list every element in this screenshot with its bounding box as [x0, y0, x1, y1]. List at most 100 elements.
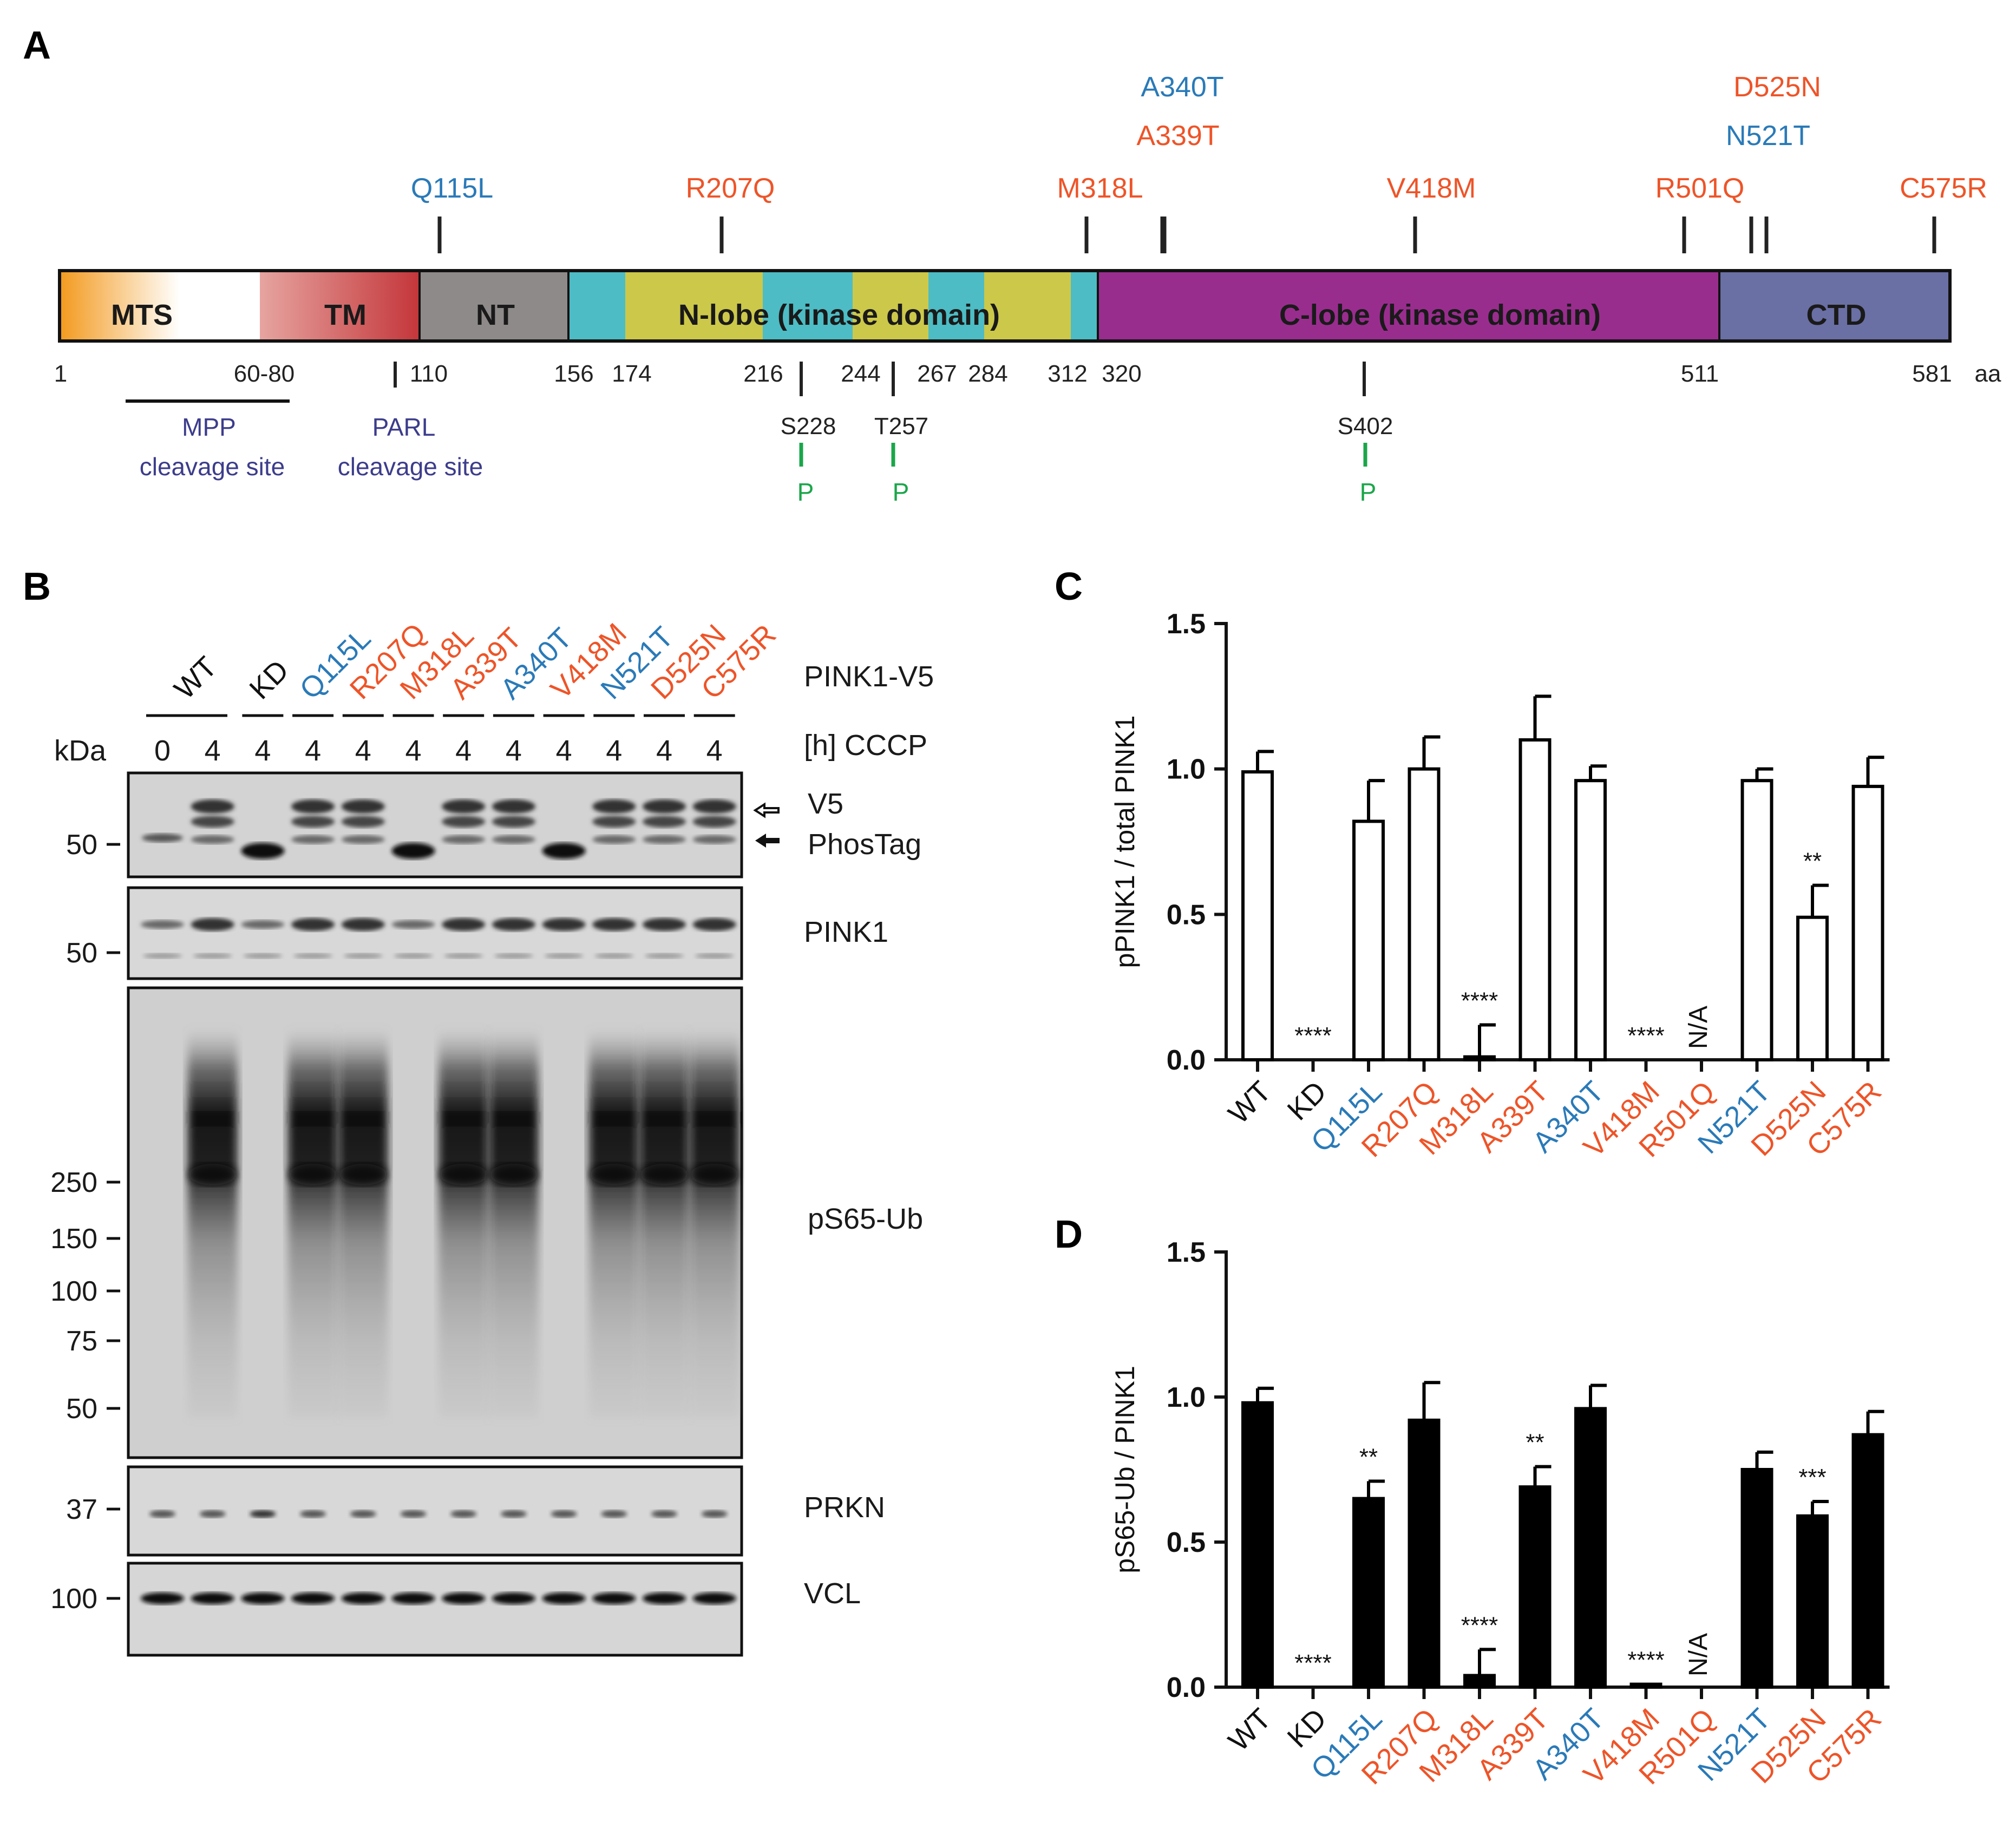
- blot-band-v5: [492, 835, 535, 844]
- significance-stars: ****: [1461, 1612, 1498, 1638]
- blot-band-v5: [542, 843, 586, 859]
- strip-label-phostag: PhosTag: [808, 828, 921, 861]
- blot-band-pink1: [391, 920, 435, 929]
- strip-label-prkn: PRKN: [804, 1491, 885, 1524]
- position-label: 511: [1681, 360, 1719, 387]
- blot-smear-ps65-ub: [187, 1028, 238, 1418]
- western-blot: WT KDQ115LR207QM318LA339TA340TV418MN521TD…: [50, 617, 934, 1657]
- domain-map: MTS TM NT N-lobe (kinase domain) C-lobe …: [54, 71, 2001, 506]
- domain-label-n-lobe: N-lobe (kinase domain): [678, 299, 1000, 331]
- blot-band-pink1: [291, 918, 335, 931]
- blot-band-ps65-ub: [690, 1164, 738, 1185]
- blot-band-vcl: [241, 1592, 285, 1604]
- blot-band-vcl: [141, 1592, 184, 1604]
- cccp-value: 4: [355, 735, 371, 767]
- blot-band-prkn: [551, 1510, 577, 1518]
- significance-stars: ****: [1627, 1022, 1665, 1049]
- mw-marker: 150: [50, 1223, 97, 1255]
- blot-band-ps65-ub: [590, 1164, 638, 1185]
- blot-band-v5: [341, 799, 385, 814]
- mw-marker: 250: [50, 1167, 97, 1198]
- blot-band-v5: [592, 799, 636, 814]
- domain-n-lobe-seg-1: [625, 271, 763, 341]
- blot-band-prkn: [250, 1510, 276, 1518]
- blot-band-pink1: [343, 953, 383, 959]
- blot-band-prkn: [199, 1510, 226, 1518]
- blot-band-v5: [692, 816, 736, 828]
- y-axis-label: pPINK1 / total PINK1: [1110, 716, 1140, 968]
- pink1-v5-label: PINK1-V5: [804, 660, 934, 693]
- lane-label: KD: [243, 654, 294, 705]
- domain-ctd: [1719, 271, 1950, 341]
- blot-smear-ps65-ub: [288, 1028, 338, 1418]
- blot-band-ps65-ub: [188, 1164, 237, 1185]
- blot-strip-vcl: [127, 1562, 743, 1657]
- domain-n-lobe-seg-3: [984, 271, 1071, 341]
- blot-strip-prkn: [127, 1465, 743, 1557]
- blot-band-ps65-ub: [289, 1164, 337, 1185]
- phospho-mark-p: P: [797, 478, 814, 506]
- domain-label-tm: TM: [324, 299, 366, 331]
- blot-band-v5: [291, 816, 335, 828]
- blot-band-vcl: [341, 1592, 385, 1604]
- position-label: 267: [917, 360, 957, 387]
- bar: [1352, 819, 1385, 1062]
- blot-band-ps65-ub: [640, 1164, 688, 1185]
- bar: [1851, 1433, 1884, 1689]
- position-label: 156: [554, 360, 593, 387]
- cccp-value: 4: [405, 735, 421, 767]
- parl-label: PARL: [372, 413, 436, 441]
- position-label: 320: [1102, 360, 1141, 387]
- bar: [1518, 1485, 1552, 1689]
- blot-smear-ps65-ub: [488, 1028, 539, 1418]
- blot-band-ps65-ub: [339, 1164, 387, 1185]
- blot-band-vcl: [492, 1592, 535, 1604]
- domain-mts: [60, 271, 260, 341]
- blot-band-v5: [191, 835, 234, 844]
- parl-cleavage-text: cleavage site: [338, 453, 483, 481]
- blot-band-pink1: [494, 953, 533, 959]
- mutation-label-r501q: R501Q: [1655, 173, 1745, 204]
- blot-band-prkn: [601, 1510, 627, 1518]
- blot-smear-ps65-ub: [438, 1028, 489, 1418]
- significance-stars: ***: [1798, 1464, 1826, 1491]
- blot-band-prkn: [300, 1510, 326, 1518]
- blot-band-v5: [442, 835, 486, 844]
- y-axis-label: pS65-Ub / PINK1: [1110, 1366, 1140, 1573]
- bar: [1408, 1418, 1441, 1689]
- blot-band-pink1: [643, 918, 686, 931]
- blot-band-v5: [692, 799, 736, 814]
- blot-band-pink1: [544, 953, 584, 959]
- blot-band-v5: [142, 834, 183, 842]
- significance-stars: ****: [1461, 988, 1498, 1014]
- position-label: 174: [612, 360, 651, 387]
- significance-stars: **: [1526, 1429, 1544, 1456]
- bar: [1463, 1055, 1496, 1062]
- blot-smear-ps65-ub: [589, 1028, 639, 1418]
- blot-band-prkn: [450, 1510, 477, 1518]
- blot-band-vcl: [692, 1592, 736, 1604]
- mutation-label-d525n: D525N: [1733, 71, 1821, 103]
- blot-band-prkn: [651, 1510, 677, 1518]
- significance-stars: **: [1803, 848, 1822, 875]
- blot-band-v5: [643, 816, 686, 828]
- blot-band-vcl: [291, 1592, 335, 1604]
- domain-c-lobe: [1098, 271, 1719, 341]
- mw-marker: 50: [66, 829, 97, 861]
- blot-band-ps65-ub: [440, 1164, 488, 1185]
- bar: [1851, 784, 1884, 1061]
- unit-label-aa: aa: [1975, 360, 2001, 387]
- position-label: 581: [1912, 360, 1952, 387]
- blot-band-v5: [492, 816, 535, 828]
- phospho-mark-p: P: [1360, 478, 1377, 506]
- domain-label-c-lobe: C-lobe (kinase domain): [1279, 299, 1601, 331]
- mpp-label: MPP: [182, 413, 236, 441]
- bar: [1574, 1407, 1607, 1689]
- y-tick-label: 0.0: [1167, 1672, 1206, 1703]
- blot-band-prkn: [500, 1510, 527, 1518]
- bar: [1518, 738, 1552, 1061]
- category-label: WT: [1222, 1702, 1278, 1758]
- blot-band-pink1: [243, 953, 283, 959]
- blot-band-vcl: [391, 1592, 435, 1604]
